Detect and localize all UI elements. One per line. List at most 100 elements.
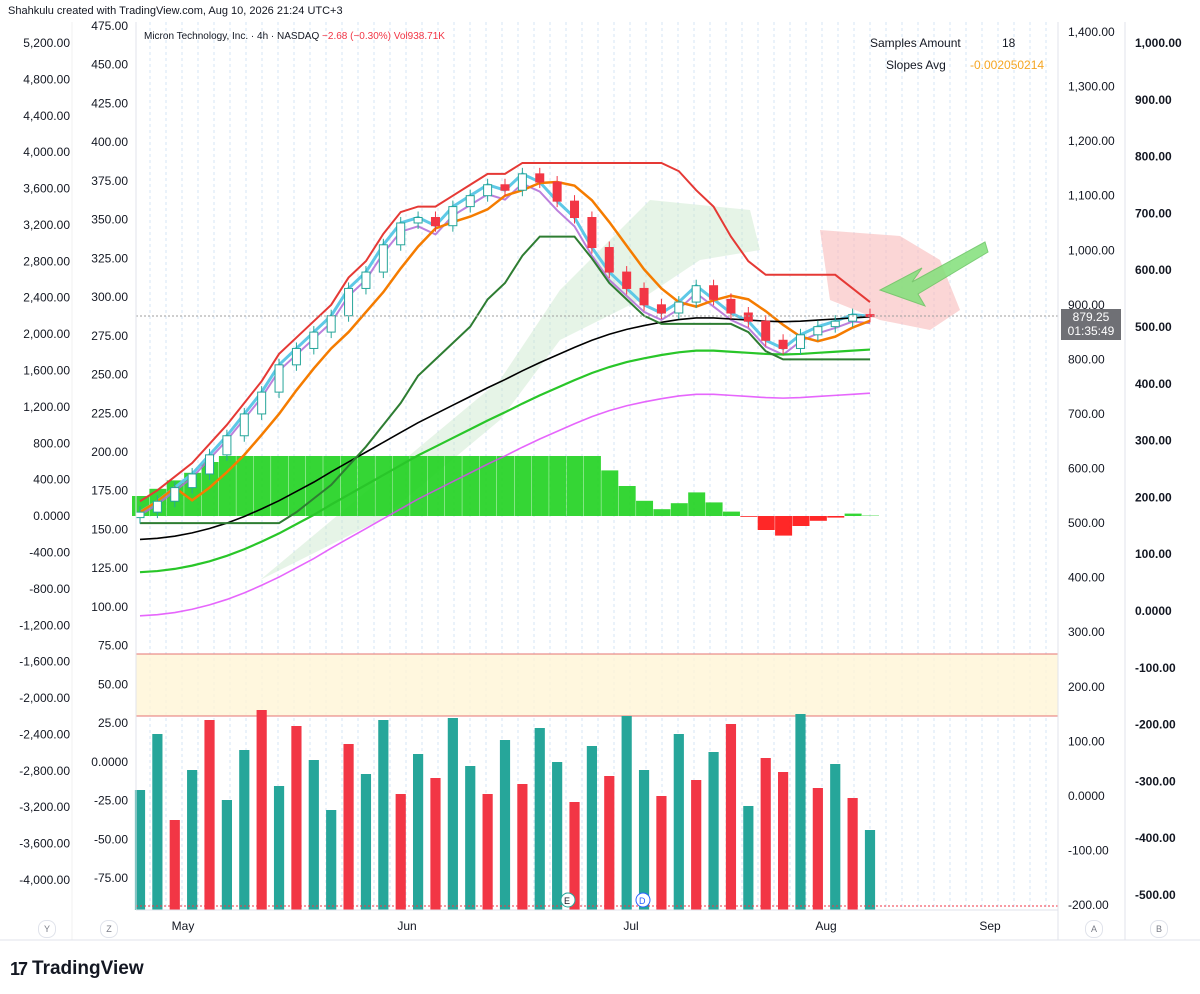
price-scale-tick: 200.00	[1068, 680, 1105, 694]
time-axis-label: Jul	[623, 919, 638, 933]
tradingview-brand[interactable]: 17 TradingView	[10, 958, 144, 980]
candle-body	[517, 173, 527, 191]
momentum-bar	[271, 456, 289, 516]
inner-scale-tick: 325.00	[91, 251, 128, 265]
candle-body	[483, 184, 493, 197]
momentum-bar	[514, 456, 532, 516]
candle-body	[291, 347, 301, 366]
candle-body	[570, 200, 580, 219]
left-scale-tick: -2,800.00	[19, 764, 70, 778]
samples-amount-value: 18	[1002, 36, 1016, 50]
candle-body	[344, 287, 354, 317]
price-scale-tick: 1,100.00	[1068, 189, 1115, 203]
volume-bar	[586, 746, 597, 910]
candle-body	[135, 511, 145, 519]
corner-button-a[interactable]: A	[1085, 920, 1103, 938]
right-scale-tick: 100.00	[1135, 547, 1172, 561]
momentum-bar	[357, 456, 375, 516]
inner-scale-tick: 100.00	[91, 600, 128, 614]
volume-label: Vol	[393, 31, 408, 42]
slopes-avg-label: Slopes Avg	[886, 58, 946, 72]
inner-scale-tick: 225.00	[91, 406, 128, 420]
candle-body	[726, 298, 736, 314]
momentum-bar	[497, 456, 514, 516]
earnings-marker-label[interactable]: E	[564, 896, 570, 906]
time-axis-label: Aug	[815, 919, 836, 933]
momentum-bar	[375, 456, 393, 516]
momentum-bar	[688, 492, 706, 516]
momentum-bar	[844, 513, 862, 516]
candle-body	[274, 364, 284, 393]
momentum-bar	[444, 456, 462, 516]
volume-bar	[291, 726, 302, 910]
price-badge: 879.25 01:35:49	[1061, 309, 1121, 340]
price-scale-tick: 600.00	[1068, 462, 1105, 476]
candle-body	[604, 247, 614, 273]
buy-arrow-icon	[878, 241, 989, 307]
volume-bar	[656, 796, 667, 910]
corner-button-y[interactable]: Y	[38, 920, 56, 938]
candle-body	[257, 391, 267, 415]
inner-scale-tick: 25.00	[98, 716, 128, 730]
volume-bar	[569, 802, 580, 910]
price-scale-tick: 700.00	[1068, 407, 1105, 421]
left-scale-tick: 2,800.00	[23, 254, 70, 268]
left-scale-tick: -1,600.00	[19, 655, 70, 669]
inner-scale-tick: 125.00	[91, 561, 128, 575]
candle-body	[691, 285, 701, 303]
inner-scale-tick: 175.00	[91, 484, 128, 498]
volume-bar	[395, 794, 406, 910]
volume-bar	[360, 774, 372, 910]
volume-bar	[343, 744, 354, 910]
corner-button-b[interactable]: B	[1150, 920, 1168, 938]
right-scale-tick: -200.00	[1135, 718, 1176, 732]
left-scale-tick: 4,400.00	[23, 109, 70, 123]
price-scale-tick: 900.00	[1068, 298, 1105, 312]
left-scale-tick: 4,800.00	[23, 72, 70, 86]
candle-body	[326, 315, 336, 333]
volume-bar	[482, 794, 493, 910]
volume-bar	[413, 754, 424, 910]
inner-scale-tick: 250.00	[91, 368, 128, 382]
momentum-bar	[462, 456, 480, 516]
candle-body	[239, 413, 249, 437]
volume-bar	[169, 820, 180, 910]
volume-bar	[604, 776, 615, 910]
volume-bar	[552, 762, 563, 910]
volume-bar	[517, 784, 528, 910]
candle-body	[500, 184, 510, 191]
volume-bar	[534, 728, 545, 910]
inner-scale-tick: 275.00	[91, 329, 128, 343]
candle-body	[361, 271, 371, 289]
price-scale-tick: 1,300.00	[1068, 80, 1115, 94]
left-scale-tick: 400.00	[33, 473, 70, 487]
symbol-legend[interactable]: Micron Technology, Inc. · 4h · NASDAQ −2…	[144, 31, 445, 42]
price-scale-tick: 1,000.00	[1068, 243, 1115, 257]
price-scale-tick: -200.00	[1068, 898, 1109, 912]
inner-scale-tick: 75.00	[98, 639, 128, 653]
volume-bar	[204, 720, 215, 910]
momentum-bar	[809, 516, 827, 521]
dividend-marker-label[interactable]: D	[639, 896, 646, 906]
momentum-bar	[479, 456, 497, 516]
inner-scale-tick: 400.00	[91, 135, 128, 149]
momentum-bar	[566, 456, 584, 516]
volume-bar	[447, 718, 458, 910]
momentum-bar	[601, 470, 619, 516]
momentum-bar	[305, 456, 323, 516]
candle-body	[743, 312, 753, 322]
momentum-bar	[583, 456, 601, 516]
candle-body	[535, 173, 545, 183]
corner-button-z[interactable]: Z	[100, 920, 118, 938]
momentum-bar	[236, 456, 254, 516]
time-axis-label: Jun	[397, 919, 416, 933]
volume-bar	[725, 724, 737, 910]
right-scale-tick: -100.00	[1135, 661, 1176, 675]
left-scale-tick: 3,600.00	[23, 182, 70, 196]
brand-name: TradingView	[32, 958, 144, 979]
right-scale-tick: 200.00	[1135, 490, 1172, 504]
momentum-bar	[722, 511, 740, 516]
momentum-bar	[740, 516, 758, 517]
volume-bar	[760, 758, 771, 910]
